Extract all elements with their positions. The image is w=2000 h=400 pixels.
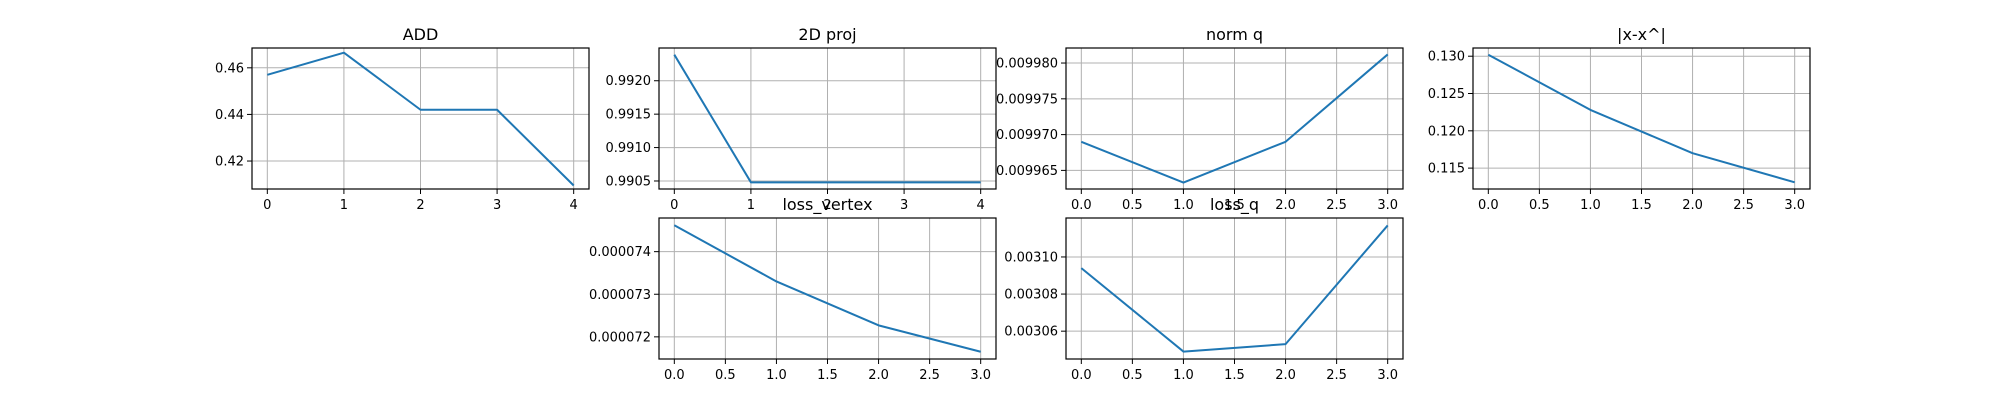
lossvertex-ytick-label-2: 0.000074 bbox=[589, 245, 651, 260]
proj2d-ytick-label-0: 0.9905 bbox=[606, 174, 652, 189]
add-xtick-label-4: 4 bbox=[570, 198, 578, 213]
lossq-xtick-label-2: 1.0 bbox=[1173, 368, 1194, 383]
add-xtick-label-0: 0 bbox=[263, 198, 271, 213]
xdiff-xtick-label-6: 3.0 bbox=[1784, 198, 1805, 213]
lossvertex-xtick-label-4: 2.0 bbox=[868, 368, 889, 383]
proj2d-xtick-label-1: 1 bbox=[747, 198, 755, 213]
add-ytick-label-1: 0.44 bbox=[215, 108, 244, 123]
lossvertex-title: loss_vertex bbox=[782, 195, 872, 215]
proj2d-ytick-label-2: 0.9915 bbox=[606, 108, 652, 123]
proj2d-series-line-0 bbox=[673, 54, 981, 184]
xdiff-xtick-label-0: 0.0 bbox=[1478, 198, 1499, 213]
xdiff-xtick-label-5: 2.5 bbox=[1733, 198, 1754, 213]
lossvertex-xtick-label-5: 2.5 bbox=[919, 368, 940, 383]
normq-xtick-label-1: 0.5 bbox=[1122, 198, 1143, 213]
xdiff-xtick-label-4: 2.0 bbox=[1682, 198, 1703, 213]
add-ytick-label-2: 0.46 bbox=[215, 61, 244, 76]
xdiff-title: |x-x^| bbox=[1617, 25, 1666, 44]
normq-xtick-label-0: 0.0 bbox=[1071, 198, 1092, 213]
normq-xtick-label-6: 3.0 bbox=[1377, 198, 1398, 213]
proj2d-xtick-label-4: 4 bbox=[977, 198, 985, 213]
normq-xtick-label-3: 1.5 bbox=[1224, 198, 1245, 213]
normq-series-line-0 bbox=[1080, 53, 1389, 184]
lossq-xtick-label-6: 3.0 bbox=[1377, 368, 1398, 383]
lossq-series-line-0 bbox=[1080, 224, 1389, 353]
proj2d-xtick-label-0: 0 bbox=[670, 198, 678, 213]
proj2d-xtick-label-3: 3 bbox=[900, 198, 908, 213]
xdiff-ytick-label-3: 0.130 bbox=[1428, 50, 1465, 65]
lossvertex-ytick-label-0: 0.000072 bbox=[589, 330, 651, 345]
normq-ytick-label-1: 0.009970 bbox=[996, 128, 1058, 143]
xdiff-xtick-label-3: 1.5 bbox=[1631, 198, 1652, 213]
xdiff-xtick-label-1: 0.5 bbox=[1529, 198, 1550, 213]
xdiff-ytick-label-2: 0.125 bbox=[1428, 87, 1465, 102]
add-series-line-0 bbox=[267, 51, 575, 187]
lossq-xtick-label-3: 1.5 bbox=[1224, 368, 1245, 383]
lossvertex-xtick-label-1: 0.5 bbox=[715, 368, 736, 383]
normq-xtick-label-5: 2.5 bbox=[1326, 198, 1347, 213]
lossq-xtick-label-5: 2.5 bbox=[1326, 368, 1347, 383]
lossvertex-xtick-label-0: 0.0 bbox=[664, 368, 685, 383]
add-xtick-label-2: 2 bbox=[416, 198, 424, 213]
proj2d-xtick-label-2: 2 bbox=[823, 198, 831, 213]
lossvertex-xtick-label-2: 1.0 bbox=[766, 368, 787, 383]
normq-ytick-label-3: 0.009980 bbox=[996, 57, 1058, 72]
lossq-ytick-label-0: 0.00306 bbox=[1004, 325, 1058, 340]
lossq-title: loss_q bbox=[1210, 195, 1259, 215]
normq-xtick-label-4: 2.0 bbox=[1275, 198, 1296, 213]
xdiff-series-line-0 bbox=[1487, 53, 1795, 184]
add-ytick-label-0: 0.42 bbox=[215, 155, 244, 170]
lossq-xtick-label-4: 2.0 bbox=[1275, 368, 1296, 383]
xdiff-ytick-label-0: 0.115 bbox=[1428, 162, 1465, 177]
add-xtick-label-1: 1 bbox=[340, 198, 348, 213]
proj2d-title: 2D proj bbox=[798, 25, 856, 44]
normq-ytick-label-0: 0.009965 bbox=[996, 164, 1058, 179]
add-xtick-label-3: 3 bbox=[493, 198, 501, 213]
proj2d-ytick-label-3: 0.9920 bbox=[606, 74, 652, 89]
lossq-ytick-label-1: 0.00308 bbox=[1004, 288, 1058, 303]
add-title: ADD bbox=[403, 25, 439, 44]
lossq-xtick-label-0: 0.0 bbox=[1071, 368, 1092, 383]
normq-title: norm q bbox=[1206, 25, 1263, 44]
lossvertex-ytick-label-1: 0.000073 bbox=[589, 288, 651, 303]
lossq-xtick-label-1: 0.5 bbox=[1122, 368, 1143, 383]
xdiff-ytick-label-1: 0.120 bbox=[1428, 124, 1465, 139]
normq-ytick-label-2: 0.009975 bbox=[996, 92, 1058, 107]
normq-xtick-label-2: 1.0 bbox=[1173, 198, 1194, 213]
lossvertex-series-line-0 bbox=[673, 224, 981, 353]
proj2d-ytick-label-1: 0.9910 bbox=[606, 141, 652, 156]
lossvertex-xtick-label-6: 3.0 bbox=[970, 368, 991, 383]
lossq-ytick-label-2: 0.00310 bbox=[1004, 250, 1058, 265]
xdiff-xtick-label-2: 1.0 bbox=[1580, 198, 1601, 213]
lossvertex-xtick-label-3: 1.5 bbox=[817, 368, 838, 383]
